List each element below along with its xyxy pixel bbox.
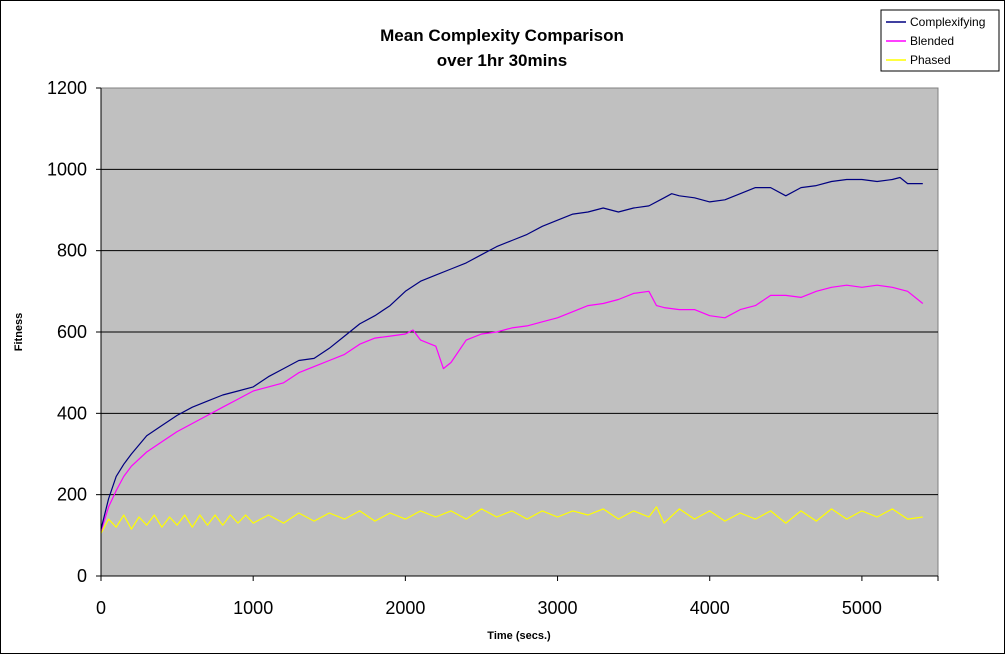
chart-title-line-1: Mean Complexity Comparison — [380, 26, 624, 45]
y-tick-label-0: 0 — [77, 566, 87, 586]
series-line-phased — [100, 506, 923, 534]
y-tick-label-800: 800 — [57, 241, 87, 261]
gridlines — [101, 168, 938, 496]
y-tick-label-600: 600 — [57, 322, 87, 342]
series-line-blended — [100, 284, 924, 532]
y-tick-label-200: 200 — [57, 485, 87, 505]
legend-label-blended: Blended — [910, 34, 954, 48]
legend-label-complexifying: Complexifying — [910, 15, 985, 29]
y-tick-label-400: 400 — [57, 403, 87, 423]
x-axis-label: Time (secs.) — [487, 630, 551, 642]
x-tick-label-2000: 2000 — [385, 598, 425, 618]
x-tick-label-5000: 5000 — [842, 598, 882, 618]
y-tick-labels: 0 200 400 600 800 1000 1200 — [47, 78, 101, 586]
x-tick-labels: 0 1000 2000 3000 4000 5000 — [96, 576, 939, 618]
series-layer — [100, 176, 924, 534]
x-tick-label-1000: 1000 — [233, 598, 273, 618]
x-tick-label-0: 0 — [96, 598, 106, 618]
y-axis-label: Fitness — [13, 313, 25, 352]
x-tick-label-4000: 4000 — [690, 598, 730, 618]
legend: Complexifying Blended Phased — [880, 9, 1000, 72]
series-line-complexifying — [100, 176, 923, 530]
legend-label-phased: Phased — [910, 53, 951, 67]
y-tick-label-1200: 1200 — [47, 78, 87, 98]
y-tick-label-1000: 1000 — [47, 159, 87, 179]
x-tick-label-3000: 3000 — [538, 598, 578, 618]
chart-title-line-2: over 1hr 30mins — [437, 51, 567, 70]
